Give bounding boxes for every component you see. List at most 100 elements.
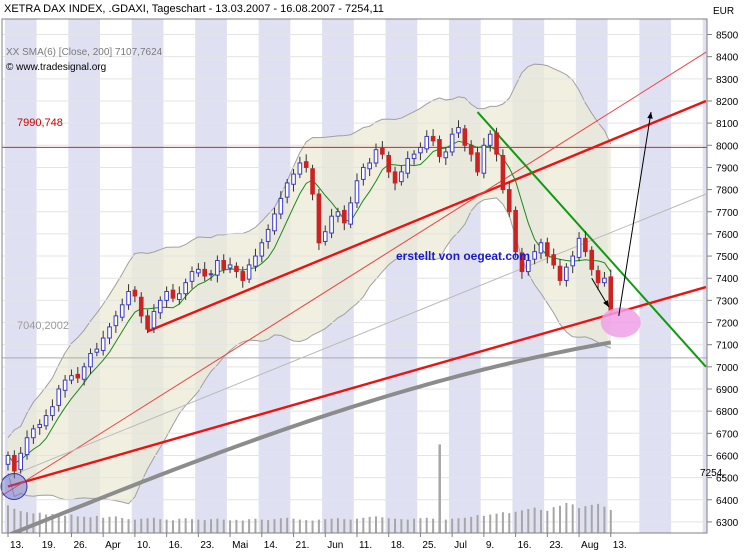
volume-bar (57, 515, 60, 533)
candle-body (177, 293, 182, 300)
volume-bar (171, 520, 174, 533)
x-tick-label: 16. (169, 540, 183, 551)
candle-body (564, 266, 569, 281)
candle-body (487, 133, 493, 146)
currency-label: EUR (713, 6, 734, 17)
volume-bar (26, 512, 29, 533)
x-tick-label: Jun (327, 540, 343, 551)
volume-bar (520, 510, 523, 533)
candle-body (348, 202, 353, 225)
grid (2, 34, 707, 523)
x-tick-label: 23. (549, 540, 563, 551)
bollinger-upper-line (7, 63, 612, 439)
candle-body (75, 373, 81, 379)
volume-bar (527, 509, 530, 533)
candle-body (354, 180, 360, 204)
volume-bar (565, 503, 568, 533)
x-tick-label: 14. (264, 540, 278, 551)
volume-bar (178, 518, 181, 533)
volume-bar (146, 518, 149, 533)
candle-body (303, 161, 309, 168)
y-tick-label: 8500 (716, 31, 739, 42)
volume-bar (279, 518, 282, 533)
candle-body (322, 231, 328, 242)
candle-body (50, 406, 55, 417)
copyright-text: © www.tradesignal.org (6, 62, 106, 73)
week-stripe (385, 19, 418, 533)
x-tick-label: 13. (10, 540, 24, 551)
y-tick-label: 6300 (716, 518, 739, 529)
volume-bar (559, 505, 562, 533)
candle-body (367, 162, 372, 170)
volume-bar (349, 519, 352, 533)
x-tick-label: 13. (613, 540, 627, 551)
volume-bar (546, 510, 549, 533)
volume-bar (140, 518, 143, 533)
y-tick-label: 7600 (716, 230, 739, 241)
candle-body (18, 452, 23, 471)
volume-bar (95, 515, 98, 533)
volume-bar (114, 516, 117, 533)
thin-red-channel (2, 51, 707, 497)
x-tick-label: 16. (518, 540, 532, 551)
volume-bar (571, 504, 574, 533)
y-tick-label: 7700 (716, 208, 739, 219)
bollinger-fill (8, 64, 611, 504)
candle-body (240, 271, 246, 281)
candle-body (272, 213, 277, 232)
candle-body (284, 182, 290, 198)
candle-body (24, 437, 30, 456)
volume-bar (19, 511, 22, 533)
volume-bar (362, 517, 365, 533)
candle-body (221, 259, 227, 270)
candle-body (119, 304, 125, 318)
volume-bar (317, 519, 320, 533)
lower-level-label: 7040,2002 (17, 320, 69, 332)
candle-body (100, 337, 106, 351)
volume-bar (292, 518, 295, 533)
candle-body (468, 144, 474, 155)
x-axis-ticks: 13. 19. 26. Apr 10. 16. 23. Mai 14. 21. Jun 11. 18. 2… (7, 533, 627, 551)
y-tick-label: 6400 (716, 496, 739, 507)
candles (5, 120, 614, 479)
volume-bar (83, 516, 86, 533)
volume-bar (311, 520, 314, 533)
watermark-text: erstellt von oegeat.com (396, 249, 530, 263)
volume-bar (343, 519, 346, 533)
candle-body (424, 135, 430, 150)
volume-bar (152, 517, 155, 533)
volume-bar (222, 519, 225, 533)
volume-bar (533, 507, 536, 533)
volume-bar (133, 519, 136, 533)
candle-body (418, 147, 423, 154)
candle-body (481, 144, 487, 174)
x-tick-label: 25. (422, 540, 436, 551)
week-stripe (702, 19, 707, 533)
candle-body (81, 366, 87, 380)
candle-body (170, 289, 176, 299)
volume-bar (400, 519, 403, 533)
candle-body (380, 147, 385, 155)
candle-body (545, 242, 550, 257)
x-tick-label: 19. (42, 540, 56, 551)
y-tick-label: 7300 (716, 296, 739, 307)
candle-body (551, 254, 556, 266)
volume-bars (7, 444, 612, 533)
volume-bar (7, 505, 9, 533)
y-tick-label: 7200 (716, 319, 739, 330)
candle-body (399, 171, 404, 183)
candle-body (386, 154, 391, 173)
candle-body (164, 291, 169, 301)
volume-bar (584, 506, 587, 533)
y-tick-label: 8200 (716, 97, 739, 108)
candle-body (513, 209, 518, 253)
y-tick-label: 6900 (716, 385, 739, 396)
volume-bar (476, 515, 479, 533)
candle-body (392, 171, 398, 184)
x-tick-label: 18. (391, 540, 405, 551)
candle-body (227, 264, 233, 269)
volume-spike (438, 444, 441, 533)
candle-body (113, 315, 119, 327)
volume-bar (501, 512, 504, 533)
